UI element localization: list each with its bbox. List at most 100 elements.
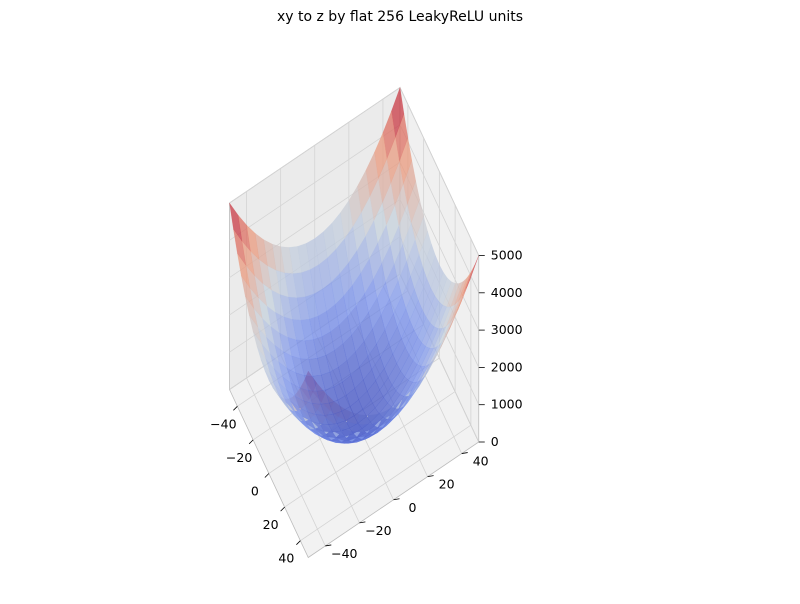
surface-face — [373, 201, 387, 244]
surface-face — [397, 308, 411, 339]
surface-face — [359, 311, 373, 343]
z-tick-label: 1000 — [491, 397, 523, 412]
axis-ticks — [233, 255, 485, 547]
surface-face — [364, 278, 378, 314]
surface-face — [237, 214, 251, 252]
surface-face — [325, 350, 339, 373]
surface-face — [345, 415, 359, 429]
surface-face — [376, 281, 390, 316]
surface-face — [407, 379, 422, 397]
surface-face — [424, 345, 438, 367]
y-tick-label: −20 — [365, 523, 391, 538]
surface-face — [414, 266, 428, 302]
y-tick — [427, 475, 434, 478]
surface-face — [314, 231, 328, 266]
surface-face — [405, 288, 419, 321]
surface-face — [333, 381, 347, 401]
surface-face — [328, 423, 342, 433]
surface-face — [364, 219, 378, 260]
surface-face — [291, 355, 305, 376]
surface-face — [393, 295, 407, 328]
surface-face — [296, 296, 310, 321]
surface-face — [299, 387, 313, 404]
x-tick — [233, 406, 238, 411]
surface-face — [422, 287, 436, 318]
x-tick — [248, 439, 254, 445]
x-tick-label: 0 — [251, 484, 259, 499]
x-tick-label: −40 — [210, 416, 236, 431]
surface-face — [404, 329, 419, 356]
surface-face — [265, 336, 280, 363]
surface-face — [445, 301, 459, 327]
surface-face — [425, 295, 440, 324]
surface-face — [324, 386, 339, 404]
surface-face — [363, 328, 377, 358]
surface-face — [380, 342, 394, 369]
surface-face — [410, 198, 424, 241]
surface-face — [382, 182, 396, 227]
surface-face — [342, 375, 356, 396]
surface-face — [283, 316, 297, 341]
surface-face — [323, 222, 337, 259]
surface-face — [437, 322, 451, 347]
surface-face — [417, 316, 431, 344]
y-tick — [393, 498, 400, 501]
surface-face — [410, 253, 424, 291]
surface-face — [430, 264, 444, 297]
surface-face — [229, 202, 243, 242]
surface-face — [309, 264, 323, 295]
surface-face — [319, 434, 333, 441]
surface-face — [335, 238, 349, 275]
surface-face — [344, 433, 358, 441]
surface-face — [355, 293, 369, 326]
surface-face — [385, 204, 399, 247]
surface-face — [366, 380, 380, 401]
surface-face — [307, 411, 321, 425]
surface-face — [280, 246, 294, 274]
surface-face — [391, 370, 405, 392]
surface-mesh — [229, 87, 479, 444]
surface-face — [347, 250, 361, 287]
surface-face — [412, 342, 426, 365]
x-tick-label: −20 — [226, 450, 252, 465]
surface-face — [358, 390, 372, 410]
surface-face — [454, 277, 468, 306]
surface-face — [257, 297, 272, 328]
z-tick-label: 4000 — [491, 285, 523, 300]
surface-face — [347, 305, 361, 336]
surface-face — [457, 278, 471, 311]
surface-face — [392, 337, 406, 365]
surface-face — [241, 240, 255, 277]
surface-face — [305, 293, 319, 320]
surface-face — [370, 413, 384, 427]
surface-face — [275, 269, 289, 298]
y-tick-label: 40 — [473, 454, 489, 469]
x-tick — [264, 473, 270, 478]
surface-face — [317, 310, 331, 338]
surface-face — [371, 356, 385, 382]
surface-face — [297, 243, 311, 273]
surface-face — [395, 376, 409, 395]
surface-face — [446, 283, 460, 308]
surface-face — [390, 160, 404, 207]
x-tick — [280, 506, 285, 512]
surface-face — [326, 248, 340, 283]
surface-face — [357, 416, 371, 430]
surface-face — [376, 329, 390, 358]
chart-title: xy to z by flat 256 LeakyReLU units — [276, 9, 524, 25]
y-tick-label: −40 — [331, 546, 357, 561]
surface-face — [429, 300, 443, 328]
surface-face — [264, 370, 278, 393]
surface-face — [348, 185, 362, 228]
surface-face — [426, 254, 440, 289]
surface-face — [365, 151, 379, 198]
x-tick-label: 40 — [278, 551, 294, 566]
surface-face — [442, 281, 456, 308]
surface-face — [387, 390, 401, 408]
surface-face — [379, 377, 393, 398]
surface-face — [361, 195, 375, 238]
surface-face — [352, 211, 366, 252]
